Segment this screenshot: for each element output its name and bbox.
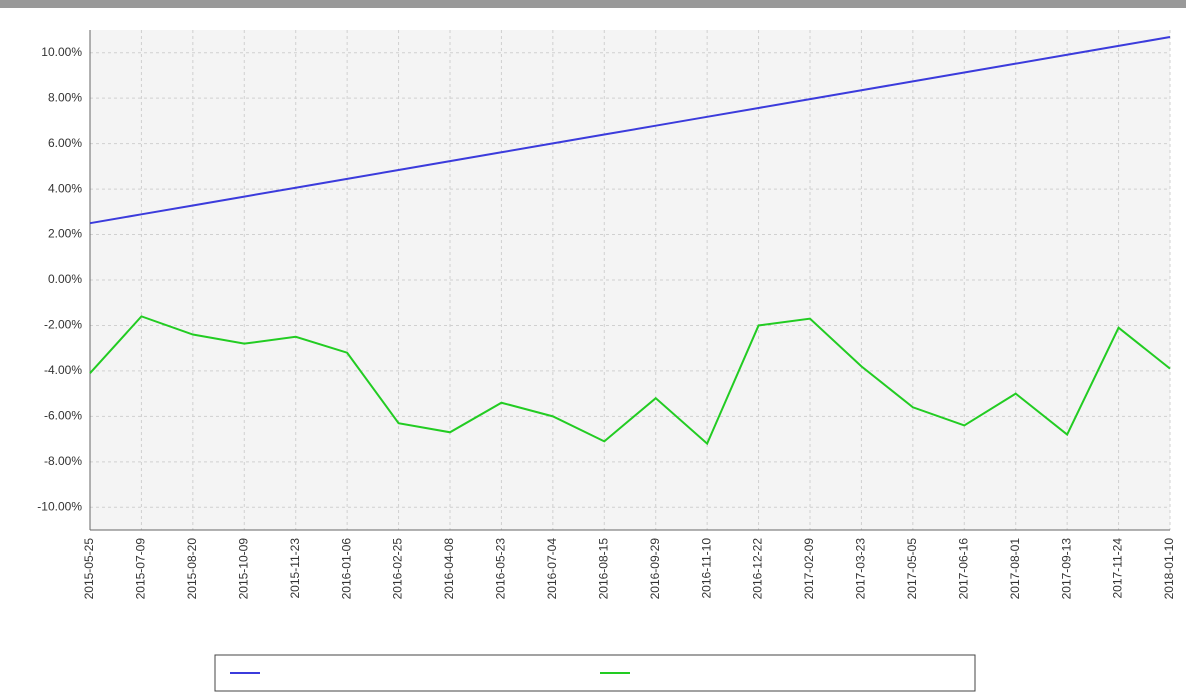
y-tick-label: 0.00%	[48, 272, 82, 286]
x-tick-label: 2018-01-10	[1162, 538, 1176, 600]
x-tick-label: 2015-08-20	[185, 538, 199, 600]
legend	[214, 654, 976, 692]
x-tick-label: 2016-02-25	[391, 538, 405, 600]
x-tick-label: 2016-08-15	[596, 538, 610, 600]
y-tick-label: 4.00%	[48, 181, 82, 195]
x-tick-label: 2017-03-23	[854, 538, 868, 600]
y-tick-label: 8.00%	[48, 90, 82, 104]
top-bar	[0, 0, 1186, 8]
x-tick-label: 2016-09-29	[648, 538, 662, 600]
x-tick-label: 2017-08-01	[1008, 538, 1022, 600]
series-line	[89, 315, 1171, 446]
x-tick-label: 2016-07-04	[545, 538, 559, 600]
y-tick-label: -10.00%	[37, 499, 82, 513]
y-tick-label: 10.00%	[41, 45, 82, 59]
x-tick-label: 2017-02-09	[802, 538, 816, 600]
y-tick-label: -2.00%	[44, 318, 82, 332]
x-tick-label: 2016-05-23	[494, 538, 508, 600]
x-tick-label: 2016-04-08	[442, 538, 456, 600]
x-tick-label: 2016-01-06	[339, 538, 353, 600]
x-tick-label: 2017-06-16	[956, 538, 970, 600]
x-tick-label: 2015-05-25	[82, 538, 96, 600]
x-tick-label: 2016-12-22	[751, 538, 765, 600]
x-tick-label: 2015-07-09	[134, 538, 148, 600]
x-tick-label: 2017-05-05	[905, 538, 919, 600]
series-line	[89, 36, 1171, 225]
x-tick-label: 2017-09-13	[1059, 538, 1073, 600]
y-tick-label: -4.00%	[44, 363, 82, 377]
y-tick-label: -6.00%	[44, 409, 82, 423]
y-tick-label: 2.00%	[48, 227, 82, 241]
y-tick-label: -8.00%	[44, 454, 82, 468]
x-tick-label: 2016-11-10	[699, 538, 713, 599]
x-tick-label: 2015-11-23	[288, 538, 302, 599]
x-tick-label: 2017-11-24	[1111, 538, 1125, 599]
x-tick-label: 2015-10-09	[236, 538, 250, 600]
y-tick-label: 6.00%	[48, 136, 82, 150]
